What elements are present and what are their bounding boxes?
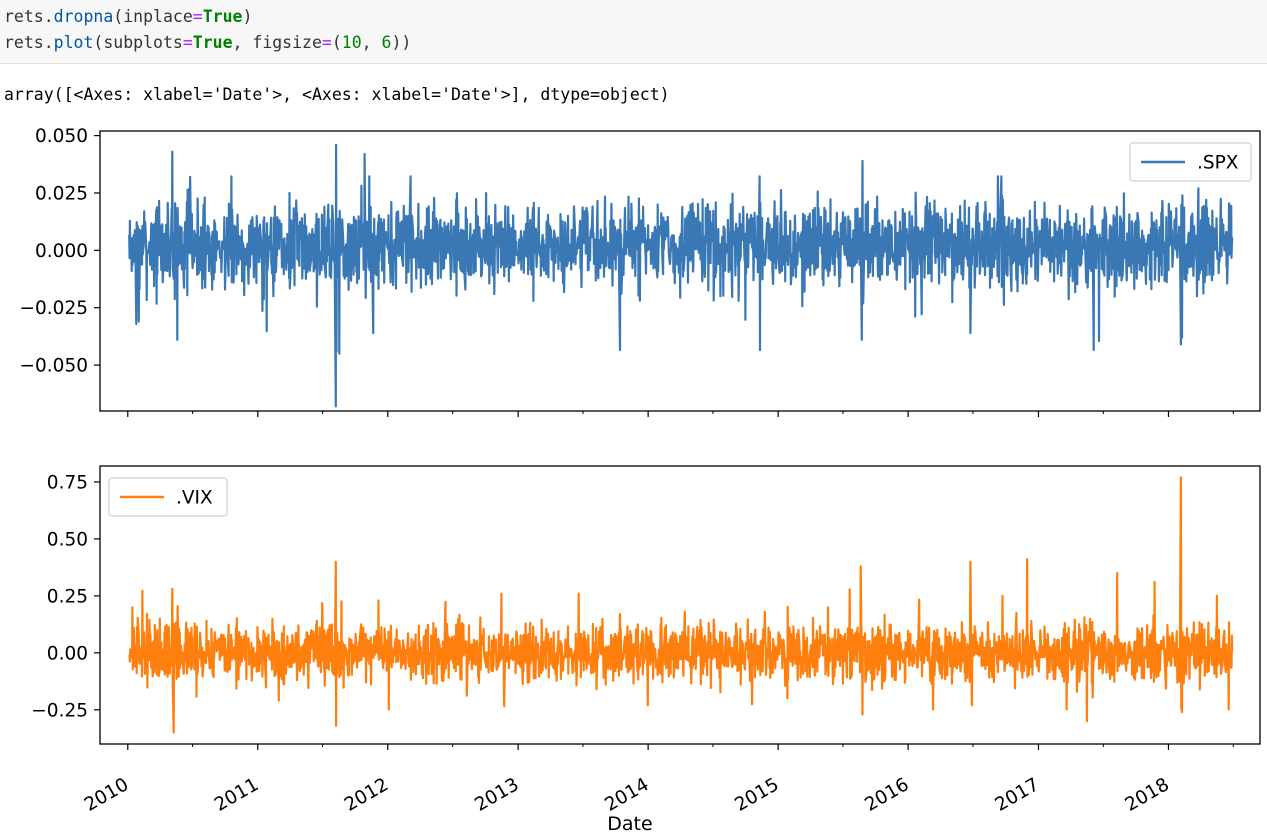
x-tick-label: 2012 [341, 774, 392, 816]
x-tick-label: 2015 [731, 774, 782, 816]
axes-frame [99, 465, 1261, 745]
y-tick-label: −0.25 [31, 700, 88, 721]
code-token: = [321, 33, 332, 52]
y-tick-label: 0.25 [47, 586, 88, 607]
code-token: True [192, 33, 233, 52]
y-tick-label: 0.025 [35, 183, 88, 204]
series-line-spx [128, 143, 1234, 408]
code-token: = [182, 33, 193, 52]
series-line-vix [128, 476, 1234, 734]
legend: .SPX [1129, 142, 1252, 182]
code-token: ( [331, 33, 342, 52]
x-tick-label: 2017 [992, 774, 1043, 816]
code-token: (subplots [93, 33, 183, 52]
code-token: rets. [4, 7, 54, 26]
code-line-1: rets.dropna(inplace=True) [4, 4, 1267, 30]
code-cell[interactable]: rets.dropna(inplace=True) rets.plot(subp… [0, 0, 1267, 64]
y-tick-label: 0.75 [47, 472, 88, 493]
y-tick-label: 0.50 [47, 529, 88, 550]
x-tick-label: 2018 [1122, 774, 1173, 816]
code-line-2: rets.plot(subplots=True, figsize=(10, 6)… [4, 30, 1267, 56]
code-token: 10 [341, 33, 362, 52]
legend-box [1129, 142, 1252, 182]
y-tick-label: −0.025 [20, 298, 88, 319]
x-tick-label: 2014 [601, 774, 652, 816]
x-tick-label: 2013 [471, 774, 522, 816]
code-token: (inplace [113, 7, 193, 26]
x-tick-label: 2016 [861, 774, 912, 816]
code-token: ) [242, 7, 253, 26]
y-tick-label: 0.050 [35, 126, 88, 147]
code-token: 6 [381, 33, 392, 52]
x-axis-label: Date [607, 813, 652, 835]
subplot-1: 0.050 0.025 0.000 −0.025 −0.050 .SPX [20, 126, 1261, 417]
legend-label: .VIX [176, 488, 213, 509]
code-token: , figsize [232, 33, 322, 52]
code-token: rets. [4, 33, 54, 52]
output-text: array([<Axes: xlabel='Date'>, <Axes: xla… [4, 85, 670, 104]
code-token: plot [53, 33, 94, 52]
y-tick-label: 0.000 [35, 241, 88, 262]
legend-box [108, 477, 228, 517]
code-token: dropna [53, 7, 114, 26]
code-token: True [202, 7, 243, 26]
code-token: = [192, 7, 203, 26]
code-token: , [361, 33, 382, 52]
y-tick-label: 0.00 [47, 643, 88, 664]
legend: .VIX [108, 477, 228, 517]
legend-label: .SPX [1197, 153, 1239, 174]
subplot-2: 0.75 0.50 0.25 0.00 −0.25 .VIX 2010 2011 2012 201… [31, 465, 1261, 835]
y-tick-label: −0.050 [20, 356, 88, 377]
axes-frame [99, 130, 1261, 412]
x-tick-label: 2011 [211, 774, 262, 816]
code-token: )) [391, 33, 412, 52]
x-tick-label: 2010 [81, 774, 132, 816]
